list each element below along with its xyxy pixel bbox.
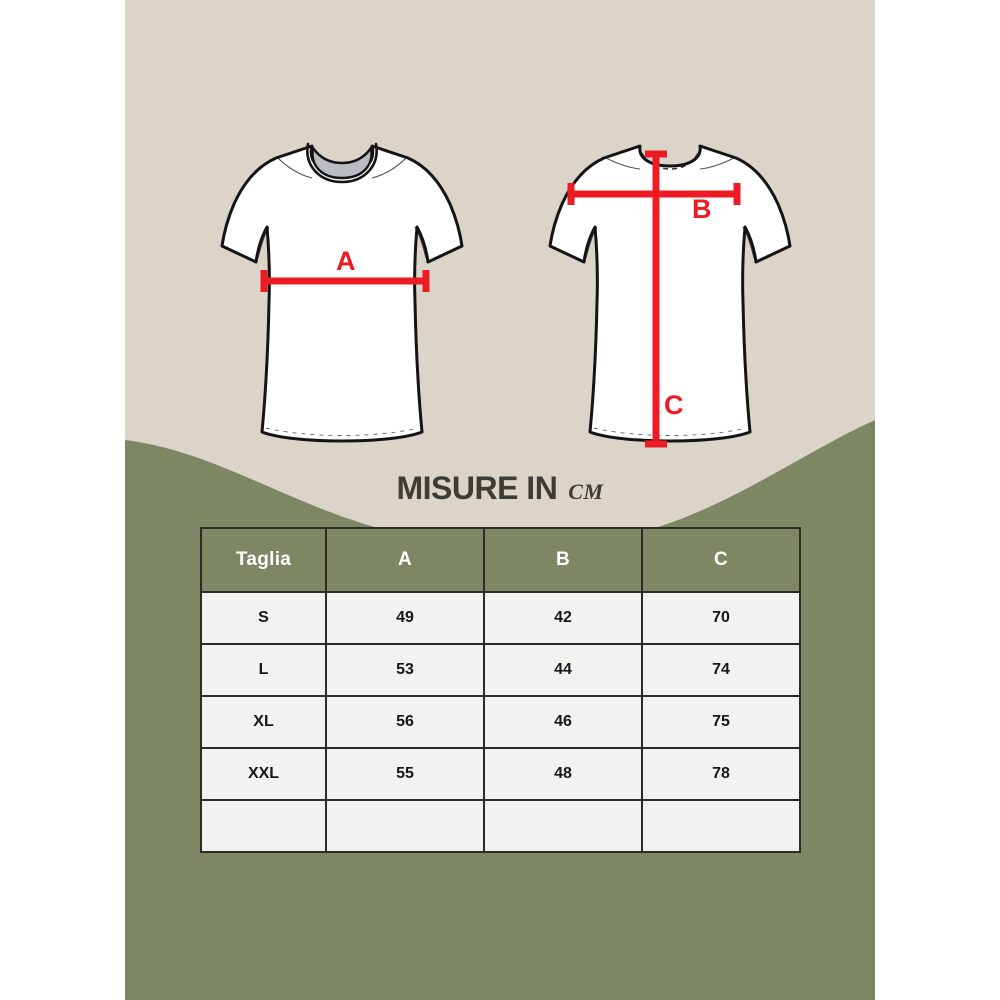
measure-label-b: B	[692, 194, 712, 224]
cell-a: 49	[325, 591, 485, 645]
cell-size: XL	[200, 695, 327, 749]
tshirt-back-illustration	[540, 132, 800, 452]
tshirt-front-illustration	[212, 132, 472, 452]
cell-c	[641, 799, 801, 853]
cell-size: S	[200, 591, 327, 645]
cell-b: 42	[483, 591, 643, 645]
cell-size	[200, 799, 327, 853]
chart-title: MISURE IN cm	[125, 470, 875, 507]
cell-a: 53	[325, 643, 485, 697]
cell-b	[483, 799, 643, 853]
table-row: XL 56 46 75	[200, 695, 801, 749]
cell-b: 44	[483, 643, 643, 697]
table-row: S 49 42 70	[200, 591, 801, 645]
size-table: Taglia A B C S 49 42 70 L 53 44 74 XL 56	[200, 527, 801, 853]
header-c: C	[641, 527, 801, 593]
cell-size: XXL	[200, 747, 327, 801]
table-row	[200, 799, 801, 853]
measure-line-a	[260, 270, 430, 292]
cell-c: 74	[641, 643, 801, 697]
header-a: A	[325, 527, 485, 593]
tshirt-back-body	[548, 144, 792, 443]
table-header-row: Taglia A B C	[200, 527, 801, 593]
cell-b: 46	[483, 695, 643, 749]
cell-size: L	[200, 643, 327, 697]
measure-line-c	[645, 150, 667, 448]
cell-a: 56	[325, 695, 485, 749]
header-taglia: Taglia	[200, 527, 327, 593]
measure-label-a: A	[336, 246, 356, 276]
cell-c: 70	[641, 591, 801, 645]
tshirt-front-body	[220, 142, 464, 443]
cell-c: 75	[641, 695, 801, 749]
measure-line-b	[567, 183, 741, 205]
title-main-text: MISURE IN	[396, 470, 558, 506]
cell-a: 55	[325, 747, 485, 801]
header-b: B	[483, 527, 643, 593]
cell-c: 78	[641, 747, 801, 801]
cell-a	[325, 799, 485, 853]
table-row: L 53 44 74	[200, 643, 801, 697]
table-row: XXL 55 48 78	[200, 747, 801, 801]
cell-b: 48	[483, 747, 643, 801]
title-unit-text: cm	[568, 470, 604, 506]
measure-label-c: C	[664, 390, 684, 420]
